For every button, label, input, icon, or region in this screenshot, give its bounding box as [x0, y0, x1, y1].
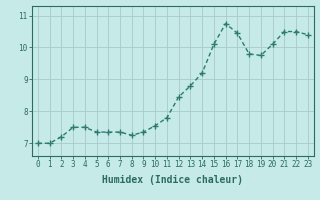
X-axis label: Humidex (Indice chaleur): Humidex (Indice chaleur)	[102, 175, 243, 185]
